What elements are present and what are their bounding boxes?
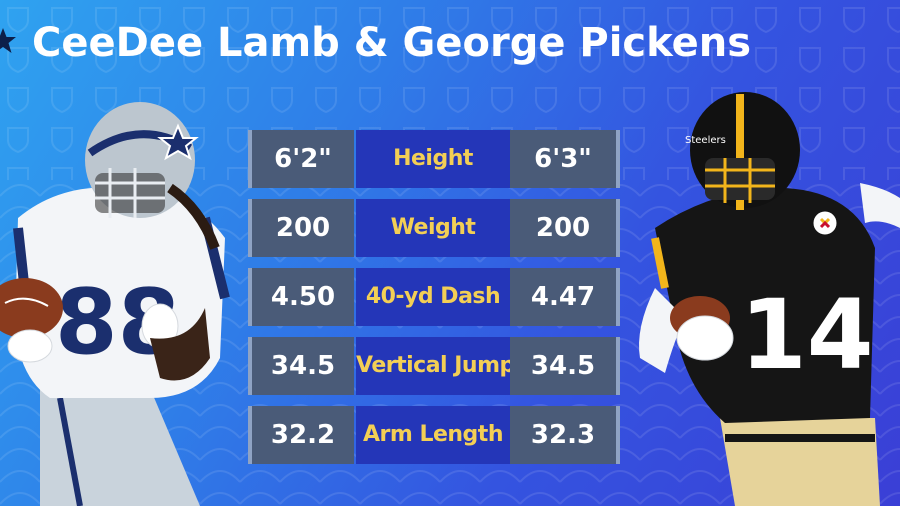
right-value-arm-length: 32.3 <box>510 406 620 464</box>
left-player-image: 88 <box>0 102 230 506</box>
stats-row-arm-length: 32.2 Arm Length 32.3 <box>248 406 620 464</box>
right-value-height: 6'3" <box>510 130 620 188</box>
right-value-vertical-jump: 34.5 <box>510 337 620 395</box>
stats-row-weight: 200 Weight 200 <box>248 199 620 257</box>
left-value-arm-length: 32.2 <box>248 406 354 464</box>
stats-row-40-yd-dash: 4.50 40-yd Dash 4.47 <box>248 268 620 326</box>
left-value-vertical-jump: 34.5 <box>248 337 354 395</box>
label-40-yd-dash: 40-yd Dash <box>356 268 510 326</box>
label-height: Height <box>356 130 510 188</box>
stats-row-vertical-jump: 34.5 Vertical Jump 34.5 <box>248 337 620 395</box>
left-value-40-yd-dash: 4.50 <box>248 268 354 326</box>
dallas-star-icon <box>0 28 16 53</box>
right-jersey-number: 14 <box>740 279 874 391</box>
page-title: CeeDee Lamb & George Pickens <box>32 20 752 66</box>
svg-text:Steelers: Steelers <box>685 135 726 146</box>
right-value-40-yd-dash: 4.47 <box>510 268 620 326</box>
left-value-weight: 200 <box>248 199 354 257</box>
right-value-weight: 200 <box>510 199 620 257</box>
right-player-image: 14 Steelers <box>639 92 900 506</box>
label-arm-length: Arm Length <box>356 406 510 464</box>
left-value-height: 6'2" <box>248 130 354 188</box>
label-vertical-jump: Vertical Jump <box>356 337 515 395</box>
steelers-logo-icon <box>812 210 838 236</box>
label-weight: Weight <box>356 199 510 257</box>
stats-row-height: 6'2" Height 6'3" <box>248 130 620 188</box>
